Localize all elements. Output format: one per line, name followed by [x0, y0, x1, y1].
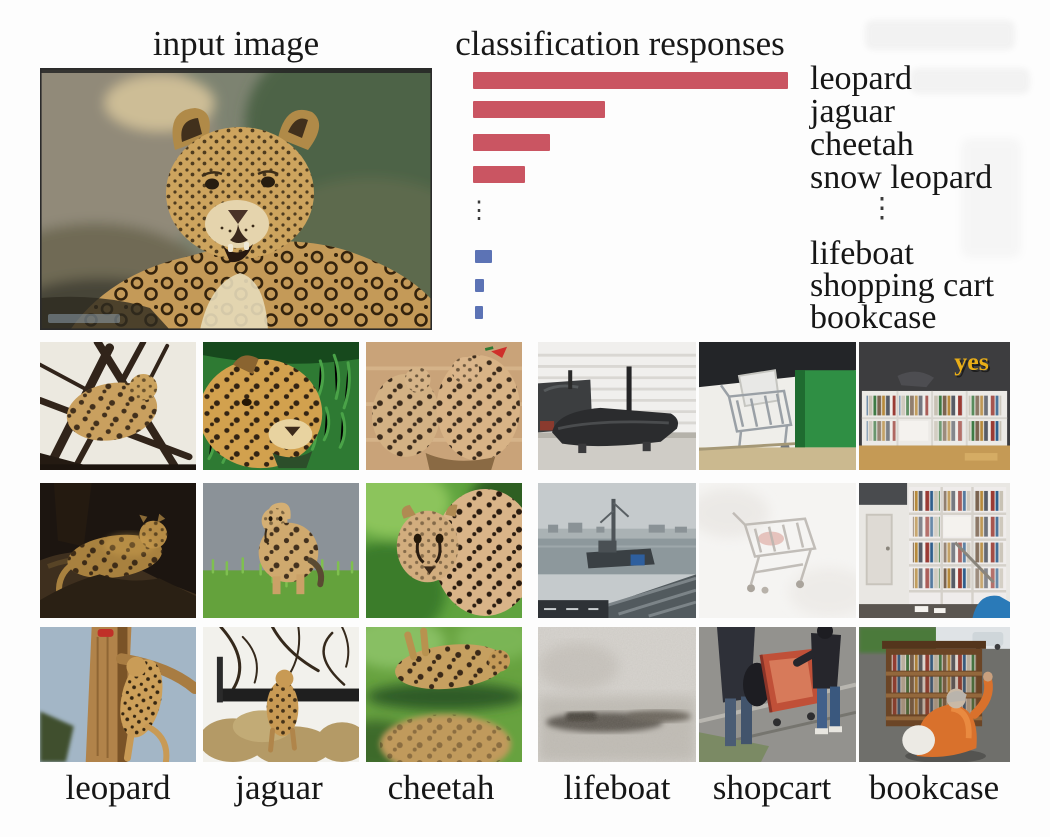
input-image-title: input image [152, 24, 320, 63]
column-label-bookcase: bookcase [868, 768, 1000, 807]
thumb-bookcase-row2-image [859, 483, 1010, 618]
thumb-jaguar-row1 [203, 342, 359, 470]
input-image [40, 68, 432, 330]
thumb-lifeboat-row3-image [538, 627, 696, 762]
thumb-leopard-row3 [40, 627, 196, 762]
chart-label-shopping-cart: shopping cart [810, 267, 995, 304]
thumb-shopcart-row1 [699, 342, 856, 470]
column-label-shopcart: shopcart [712, 768, 832, 807]
thumb-cheetah-row1-image [366, 342, 522, 470]
bar-shopping-cart [475, 279, 484, 292]
thumb-bookcase-row2 [859, 483, 1010, 618]
thumb-lifeboat-row2-image [538, 483, 696, 618]
chart-label-lifeboat: lifeboat [810, 235, 914, 272]
thumb-lifeboat-row1 [538, 342, 696, 470]
yes-caption-shadow: yes [956, 349, 991, 378]
thumb-bookcase-row1: yes yes [859, 342, 1010, 470]
bar-bookcase [475, 306, 483, 319]
bar-lifeboat [475, 250, 492, 263]
thumb-jaguar-row3-image [203, 627, 359, 762]
thumb-leopard-row1-image [40, 342, 196, 470]
column-label-jaguar: jaguar [235, 768, 323, 807]
yes-caption: yes [954, 347, 989, 376]
bar-cheetah [473, 134, 550, 151]
thumb-jaguar-row3 [203, 627, 359, 762]
thumb-lifeboat-row3 [538, 627, 696, 762]
thumb-cheetah-row2 [366, 483, 522, 618]
thumb-cheetah-row3 [366, 627, 522, 762]
thumb-leopard-row3-image [40, 627, 196, 762]
thumb-shopcart-row2 [699, 483, 856, 618]
chart-title: classification responses [455, 24, 785, 63]
thumb-bookcase-row3-image [859, 627, 1010, 762]
column-label-leopard: leopard [65, 768, 171, 807]
ellipsis-left: ⋮ [467, 198, 491, 224]
thumb-shopcart-row1-image [699, 342, 856, 470]
thumb-leopard-row1 [40, 342, 196, 470]
thumb-shopcart-row3 [699, 627, 856, 762]
thumb-cheetah-row3-image [366, 627, 522, 762]
chart-label-leopard: leopard [810, 60, 912, 97]
thumb-shopcart-row3-image [699, 627, 856, 762]
thumb-shopcart-row2-image [699, 483, 856, 618]
chart-label-jaguar: jaguar [810, 93, 895, 130]
column-label-lifeboat: lifeboat [563, 768, 671, 807]
thumb-bookcase-row1-image: yes yes [859, 342, 1010, 470]
bar-snow-leopard [473, 166, 525, 183]
thumb-jaguar-row2-image [203, 483, 359, 618]
bar-leopard [473, 72, 788, 89]
bar-jaguar [473, 101, 605, 118]
thumb-lifeboat-row2 [538, 483, 696, 618]
chart-label-cheetah: cheetah [810, 126, 914, 163]
column-label-cheetah: cheetah [387, 768, 495, 807]
thumb-bookcase-row3 [859, 627, 1010, 762]
thumb-jaguar-row2 [203, 483, 359, 618]
thumb-leopard-row2-image [40, 483, 196, 618]
thumb-cheetah-row2-image [366, 483, 522, 618]
input-leopard-photo [40, 68, 432, 330]
chart-label-snow-leopard: snow leopard [810, 159, 993, 196]
thumb-leopard-row2 [40, 483, 196, 618]
thumb-lifeboat-row1-image [538, 342, 696, 470]
ellipsis-right: ⋮ [868, 193, 896, 224]
chart-label-bookcase: bookcase [810, 299, 937, 336]
thumb-jaguar-row1-image [203, 342, 359, 470]
thumb-cheetah-row1 [366, 342, 522, 470]
